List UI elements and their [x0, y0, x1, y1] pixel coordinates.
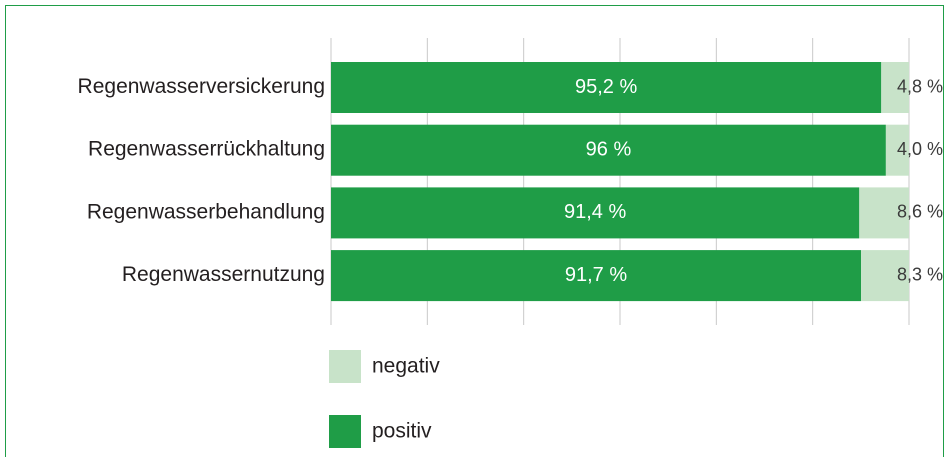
- category-label: Regenwasserbehandlung: [87, 200, 325, 223]
- category-label: Regenwassernutzung: [122, 263, 325, 286]
- legend-label: positiv: [372, 420, 432, 443]
- value-label: 4,0 %: [897, 139, 943, 159]
- value-label: 96 %: [586, 138, 632, 160]
- value-label: 95,2 %: [575, 76, 637, 98]
- legend-swatch: [329, 350, 361, 383]
- value-label: 91,7 %: [565, 264, 627, 286]
- bar-segment: [331, 124, 886, 176]
- bar-segment: [861, 250, 909, 302]
- bar-segment: [881, 62, 909, 113]
- bar-segment: [331, 250, 862, 302]
- value-label: 8,6 %: [897, 202, 943, 222]
- value-label: 4,8 %: [897, 76, 943, 96]
- bar-segment: [331, 62, 882, 113]
- value-label: 91,4 %: [564, 201, 626, 223]
- bar-segment: [331, 187, 860, 239]
- legend-swatch: [329, 415, 361, 448]
- legend-label: negativ: [372, 355, 440, 378]
- value-label: 8,3 %: [897, 264, 943, 284]
- bar-segment: [885, 124, 909, 176]
- category-label: Regenwasserversickerung: [78, 75, 325, 98]
- category-label: Regenwasserrückhaltung: [88, 138, 325, 161]
- frame: [5, 5, 944, 457]
- bar-segment: [859, 187, 909, 239]
